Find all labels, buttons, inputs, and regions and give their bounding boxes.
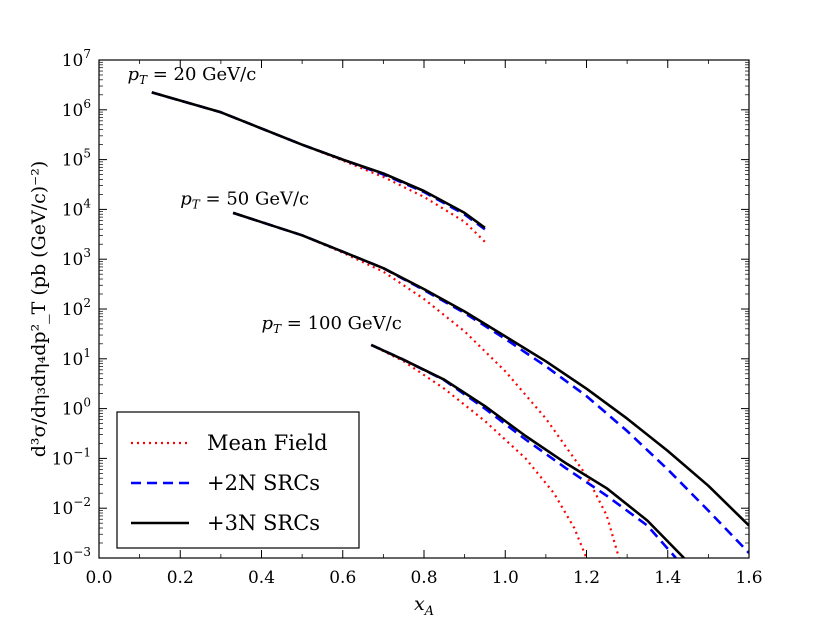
- y-tick-label: 107: [62, 47, 91, 71]
- plot-layer: [151, 91, 749, 558]
- x-tick-label: 0.8: [410, 568, 437, 588]
- annotations-layer: pT = 20 GeV/c pT = 50 GeV/c pT = 100 GeV/c: [127, 64, 401, 336]
- y-axis-label: d³σ/dη₃dη₄dp²_T (pb (GeV/c)⁻²): [28, 161, 50, 457]
- x-tick-label: 0.4: [248, 568, 275, 588]
- x-tick-label: 1.2: [573, 568, 600, 588]
- y-tick-label: 101: [62, 346, 91, 370]
- legend-label: Mean Field: [207, 431, 328, 455]
- series-line-pT50-solid: [232, 211, 749, 527]
- pt-annotation: pT = 20 GeV/c: [127, 64, 256, 87]
- y-tick-label: 100: [62, 396, 91, 420]
- pt-annotation: pT = 100 GeV/c: [262, 313, 402, 336]
- x-tick-label: 0.6: [329, 568, 356, 588]
- series-line-pT100-dotted: [370, 343, 588, 558]
- series-line-pT20-dotted: [151, 91, 486, 243]
- series-line-pT100-solid: [370, 343, 685, 558]
- legend: Mean Field +2N SRCs +3N SRCs: [116, 411, 360, 549]
- legend-label: +3N SRCs: [207, 511, 320, 535]
- pt-annotation: pT = 50 GeV/c: [180, 188, 309, 211]
- x-tick-label: 1.4: [654, 568, 681, 588]
- legend-label: +2N SRCs: [207, 471, 320, 495]
- y-tick-label: 104: [62, 196, 92, 220]
- y-tick-label: 105: [62, 147, 91, 171]
- y-tick-label: 106: [62, 97, 91, 121]
- axes-layer: 0.0 0.2 0.4 0.6 0.8 1.0 1.2 1.4 1.6 107 106 105 104 1…: [28, 47, 763, 619]
- series-line-pT100-dashed: [370, 343, 677, 558]
- x-tick-label: 0.0: [85, 568, 112, 588]
- series-line-pT20-solid: [151, 91, 486, 229]
- y-tick-label: 10−3: [52, 545, 91, 569]
- y-tick-label: 10−2: [52, 495, 91, 519]
- y-tick-label: 10−1: [52, 445, 91, 469]
- legend-box: [116, 411, 360, 549]
- x-tick-label: 1.0: [492, 568, 519, 588]
- x-tick-label: 1.6: [735, 568, 762, 588]
- x-axis-label: xA: [414, 593, 434, 619]
- x-tick-label: 0.2: [167, 568, 194, 588]
- y-tick-label: 103: [62, 246, 91, 270]
- y-tick-label: 102: [62, 296, 91, 320]
